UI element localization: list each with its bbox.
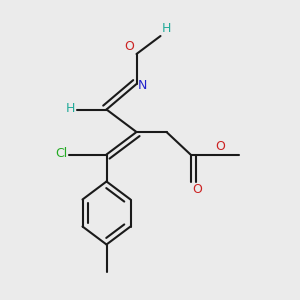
Text: H: H <box>66 102 75 116</box>
Text: O: O <box>215 140 225 153</box>
Text: N: N <box>138 79 147 92</box>
Text: O: O <box>192 183 202 196</box>
Text: O: O <box>124 40 134 52</box>
Text: Cl: Cl <box>55 147 68 161</box>
Text: H: H <box>162 22 171 34</box>
